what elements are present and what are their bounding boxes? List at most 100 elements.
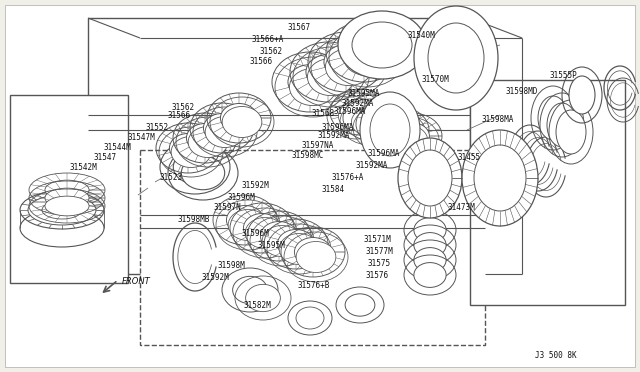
Text: 31596MA: 31596MA: [368, 148, 401, 157]
Text: 31598MC: 31598MC: [292, 151, 324, 160]
Text: 31576+B: 31576+B: [298, 280, 330, 289]
Ellipse shape: [342, 99, 378, 125]
Ellipse shape: [306, 55, 350, 89]
Ellipse shape: [360, 92, 420, 168]
Text: 31566: 31566: [168, 112, 191, 121]
Bar: [10, 95, 128, 283]
Ellipse shape: [344, 38, 390, 76]
Ellipse shape: [233, 276, 268, 304]
Ellipse shape: [538, 96, 568, 140]
Ellipse shape: [414, 232, 446, 257]
Ellipse shape: [414, 263, 446, 288]
Bar: [88, 18, 470, 274]
Ellipse shape: [228, 209, 268, 241]
Ellipse shape: [364, 114, 402, 142]
Ellipse shape: [414, 248, 446, 272]
Ellipse shape: [181, 156, 225, 190]
Text: 31582M: 31582M: [243, 301, 271, 310]
Text: 31571M: 31571M: [363, 235, 391, 244]
Text: 31566: 31566: [250, 57, 273, 65]
Text: 31592MA: 31592MA: [317, 131, 349, 141]
Ellipse shape: [556, 110, 586, 154]
Text: 31595MA: 31595MA: [348, 90, 380, 99]
Text: 31598MA: 31598MA: [481, 115, 513, 125]
Ellipse shape: [462, 130, 538, 226]
Ellipse shape: [288, 65, 332, 99]
Ellipse shape: [398, 138, 462, 218]
Bar: [470, 80, 625, 305]
Ellipse shape: [188, 126, 228, 157]
Text: 31596M: 31596M: [228, 192, 256, 202]
Text: 31576: 31576: [365, 270, 388, 279]
Text: 31598MD: 31598MD: [506, 87, 538, 96]
Text: 31562: 31562: [172, 103, 195, 112]
Ellipse shape: [173, 150, 217, 184]
Ellipse shape: [246, 284, 280, 312]
Ellipse shape: [356, 105, 390, 131]
Ellipse shape: [171, 137, 211, 167]
Ellipse shape: [243, 214, 280, 243]
Ellipse shape: [414, 218, 446, 243]
Text: 31592M: 31592M: [202, 273, 230, 282]
Ellipse shape: [369, 110, 403, 137]
Text: 31540M: 31540M: [407, 31, 435, 39]
Ellipse shape: [227, 205, 264, 234]
Ellipse shape: [220, 103, 257, 132]
Text: 31455: 31455: [457, 154, 480, 163]
Ellipse shape: [294, 237, 332, 266]
Text: 31576+A: 31576+A: [332, 173, 364, 182]
Text: 31570M: 31570M: [422, 76, 450, 84]
Ellipse shape: [307, 58, 355, 96]
Text: 31542M: 31542M: [70, 164, 98, 173]
Ellipse shape: [351, 108, 388, 136]
Ellipse shape: [381, 117, 417, 143]
Ellipse shape: [390, 126, 428, 154]
Ellipse shape: [395, 123, 429, 149]
Ellipse shape: [324, 45, 368, 79]
Ellipse shape: [547, 103, 577, 147]
Text: 31523: 31523: [159, 173, 182, 183]
Ellipse shape: [170, 134, 207, 163]
Ellipse shape: [569, 76, 595, 114]
Text: 31562: 31562: [260, 46, 283, 55]
Text: 31544M: 31544M: [104, 144, 132, 153]
Ellipse shape: [262, 225, 302, 257]
Text: 31575: 31575: [367, 260, 390, 269]
Text: 31547M: 31547M: [127, 132, 155, 141]
Text: FRONT: FRONT: [122, 278, 151, 286]
Ellipse shape: [288, 301, 332, 335]
Ellipse shape: [260, 221, 298, 250]
Text: 31596MA: 31596MA: [333, 108, 365, 116]
Ellipse shape: [378, 120, 415, 148]
Text: 31592M: 31592M: [242, 180, 269, 189]
Ellipse shape: [186, 124, 223, 153]
Text: 31598MB: 31598MB: [178, 215, 211, 224]
Ellipse shape: [289, 68, 337, 106]
Ellipse shape: [342, 35, 386, 70]
Text: 31566+A: 31566+A: [252, 35, 284, 45]
Ellipse shape: [45, 188, 89, 208]
Text: 31473M: 31473M: [448, 203, 476, 212]
Text: 31552: 31552: [146, 122, 169, 131]
Ellipse shape: [296, 241, 336, 273]
Ellipse shape: [28, 195, 96, 225]
Bar: [140, 150, 485, 345]
Ellipse shape: [326, 48, 372, 86]
Ellipse shape: [345, 294, 375, 316]
Ellipse shape: [279, 234, 319, 264]
Ellipse shape: [339, 102, 376, 130]
Text: 31598M: 31598M: [218, 260, 246, 269]
Text: 31584: 31584: [322, 186, 345, 195]
Text: 31568: 31568: [312, 109, 335, 119]
Text: 31592MA: 31592MA: [342, 99, 374, 108]
Text: 31577M: 31577M: [365, 247, 393, 257]
Ellipse shape: [338, 11, 426, 79]
Text: J3 500 8K: J3 500 8K: [535, 350, 577, 359]
Ellipse shape: [222, 106, 262, 138]
Text: 31567: 31567: [288, 23, 311, 32]
Ellipse shape: [45, 196, 89, 216]
Ellipse shape: [414, 6, 498, 110]
Text: 31596M: 31596M: [242, 228, 269, 237]
Ellipse shape: [278, 230, 315, 259]
Text: 31547: 31547: [93, 154, 116, 163]
